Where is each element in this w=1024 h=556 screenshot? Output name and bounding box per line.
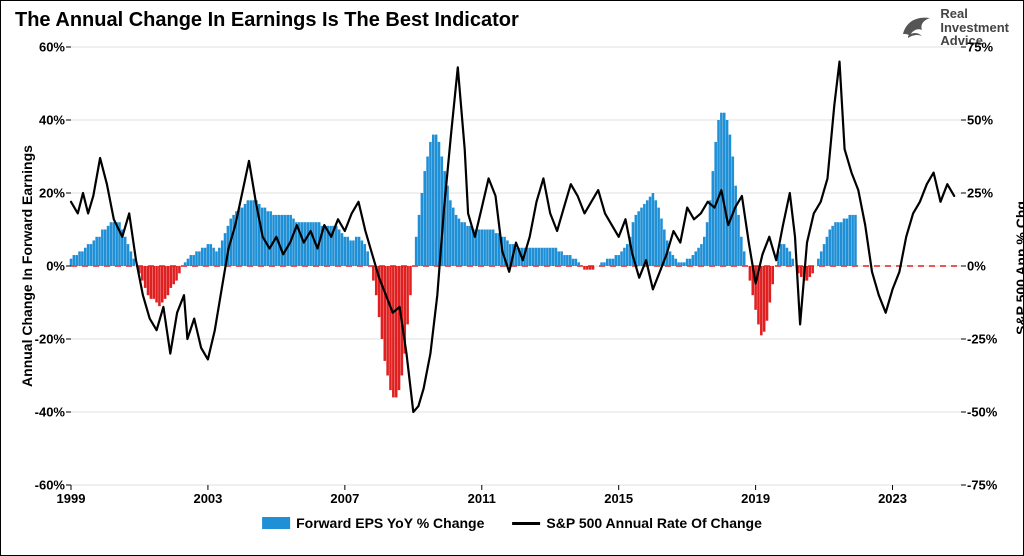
legend-line-label: S&P 500 Annual Rate Of Change bbox=[546, 515, 762, 531]
x-tick: 2015 bbox=[604, 485, 633, 506]
y-right-tick: -75% bbox=[961, 478, 997, 493]
legend-swatch-line bbox=[512, 522, 540, 525]
y-right-tick: 75% bbox=[961, 40, 993, 55]
x-tick: 2023 bbox=[878, 485, 907, 506]
x-tick: 2019 bbox=[741, 485, 770, 506]
y-right-tick: 25% bbox=[961, 186, 993, 201]
legend-swatch-bar bbox=[262, 517, 290, 529]
y-right-tick: -25% bbox=[961, 332, 997, 347]
y-left-tick: -20% bbox=[35, 332, 71, 347]
y-left-tick: 0% bbox=[46, 259, 71, 274]
y-left-axis-title: Annual Change In Forward Earnings bbox=[19, 145, 35, 387]
y-right-tick: -50% bbox=[961, 405, 997, 420]
x-tick: 2007 bbox=[330, 485, 359, 506]
legend: Forward EPS YoY % Change S&P 500 Annual … bbox=[262, 515, 762, 531]
y-left-tick: 40% bbox=[39, 113, 71, 128]
legend-item-line: S&P 500 Annual Rate Of Change bbox=[512, 515, 762, 531]
chart-title: The Annual Change In Earnings Is The Bes… bbox=[15, 9, 519, 32]
y-right-axis-title: S&P 500 Ann % Chg. bbox=[1013, 197, 1024, 335]
y-left-tick: -40% bbox=[35, 405, 71, 420]
logo-line-2: Investment bbox=[940, 21, 1009, 35]
y-left-tick: 20% bbox=[39, 186, 71, 201]
plot-area: -60%-40%-20%0%20%40%60%-75%-50%-25%0%25%… bbox=[71, 47, 961, 485]
y-right-tick: 50% bbox=[961, 113, 993, 128]
y-right-tick: 0% bbox=[961, 259, 986, 274]
plot-svg bbox=[71, 47, 961, 485]
x-tick: 2011 bbox=[468, 485, 496, 506]
x-tick: 1999 bbox=[57, 485, 86, 506]
legend-bar-label: Forward EPS YoY % Change bbox=[296, 515, 484, 531]
legend-item-bars: Forward EPS YoY % Change bbox=[262, 515, 484, 531]
eagle-icon bbox=[900, 10, 934, 44]
x-tick: 2003 bbox=[193, 485, 222, 506]
logo-line-1: Real bbox=[940, 7, 1009, 21]
y-left-tick: 60% bbox=[39, 40, 71, 55]
